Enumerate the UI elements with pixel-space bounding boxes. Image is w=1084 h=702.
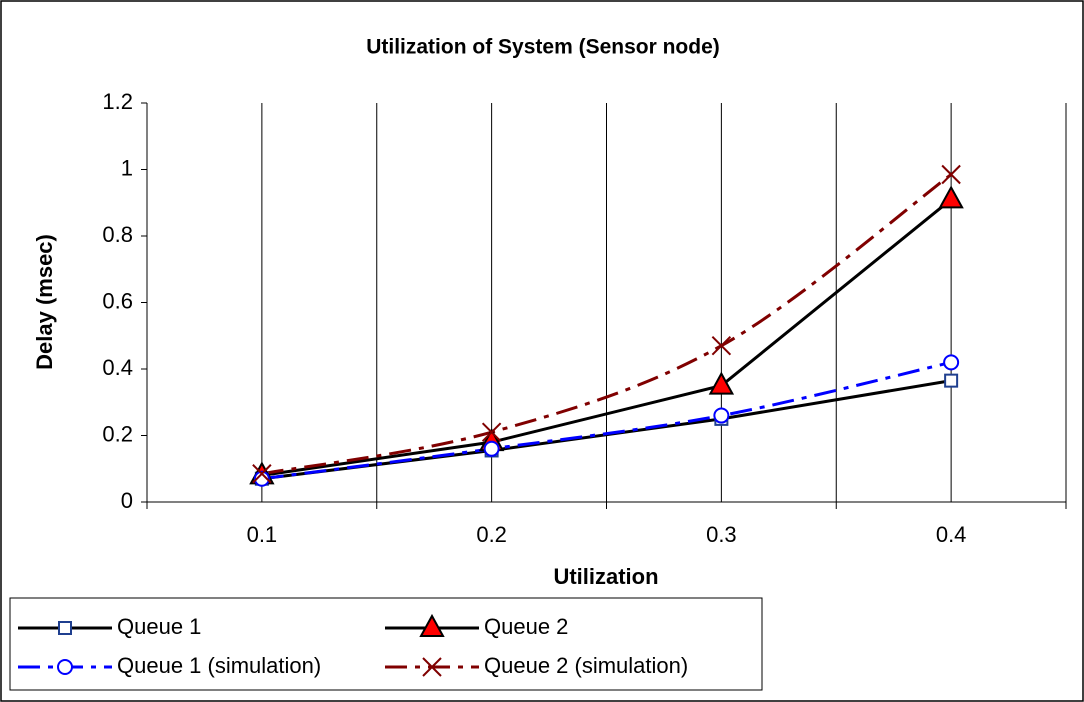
marker — [944, 373, 959, 388]
legend-marker — [58, 621, 72, 635]
y-tick-label: 0.4 — [102, 355, 133, 380]
y-tick-label: 0.6 — [102, 288, 133, 313]
legend-label: Queue 1 — [117, 614, 201, 639]
y-tick-label: 0.8 — [102, 222, 133, 247]
marker — [253, 470, 270, 487]
marker — [711, 336, 732, 356]
y-axis-label: Delay (msec) — [32, 234, 57, 370]
marker — [938, 185, 964, 209]
x-axis-label: Utilization — [553, 564, 658, 589]
legend-marker — [57, 659, 73, 675]
legend — [9, 597, 763, 691]
marker — [713, 407, 730, 424]
y-tick-label: 0.2 — [102, 421, 133, 446]
series-line — [261, 198, 953, 477]
chart-title: Utilization of System (Sensor node) — [366, 36, 720, 59]
x-tick-label: 0.3 — [706, 522, 737, 547]
y-tick-label: 1.2 — [102, 89, 133, 114]
marker — [941, 164, 961, 185]
series-line — [261, 173, 953, 476]
marker — [252, 464, 272, 484]
legend-label: Queue 2 (simulation) — [484, 653, 688, 678]
legend-label: Queue 1 (simulation) — [117, 653, 321, 678]
legend-item: Queue 1 — [18, 614, 201, 639]
series-line — [261, 360, 952, 481]
y-tick-label: 1 — [121, 155, 133, 180]
marker — [943, 354, 960, 371]
x-tick-label: 0.2 — [476, 522, 507, 547]
marker — [708, 371, 735, 395]
y-tick-label: 0 — [121, 488, 133, 513]
x-tick-label: 0.1 — [247, 522, 278, 547]
legend-label: Queue 2 — [484, 614, 568, 639]
legend-item: Queue 2 — [385, 614, 568, 639]
legend-marker — [422, 657, 442, 677]
marker — [483, 440, 500, 457]
legend-item: Queue 2 (simulation) — [385, 653, 688, 678]
x-tick-label: 0.4 — [936, 522, 967, 547]
legend-marker — [419, 613, 445, 637]
marker — [481, 422, 502, 442]
legend-item: Queue 1 (simulation) — [18, 653, 321, 678]
